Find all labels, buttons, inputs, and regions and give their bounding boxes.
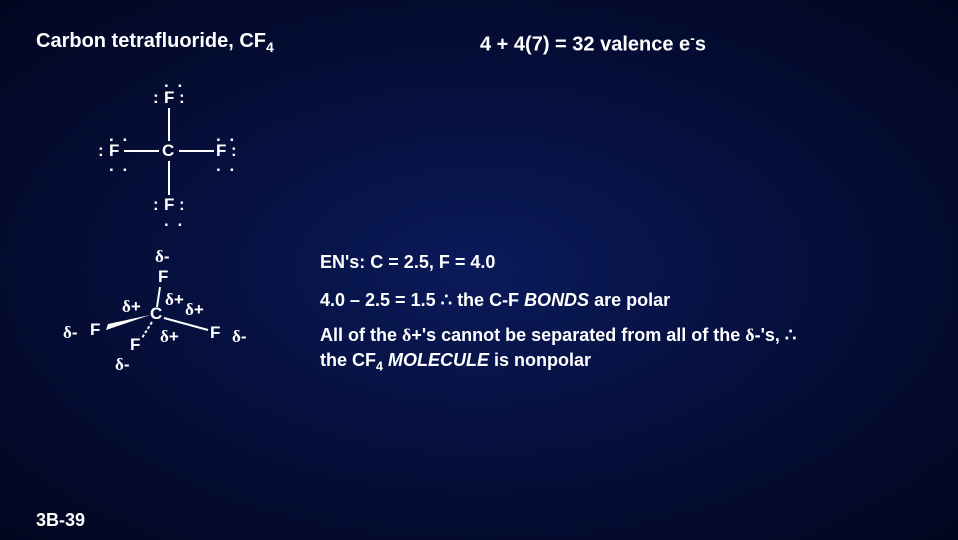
valence-text: 4 + 4(7) = 32 valence e xyxy=(480,34,690,56)
diff-b: the C-F xyxy=(452,290,524,310)
polar-F-bot: F xyxy=(130,335,140,355)
lewis-C: C xyxy=(162,141,174,161)
polar-F-top: F xyxy=(158,267,168,287)
lewis-left-dots-b: . . xyxy=(109,156,129,176)
compound-title: Carbon tetrafluoride, CF4 xyxy=(36,30,274,55)
en-values: EN's: C = 2.5, F = 4.0 xyxy=(320,252,495,273)
all-a: All of the xyxy=(320,325,402,345)
polar-F-left: F xyxy=(90,320,100,340)
valence-tail: s xyxy=(695,34,706,56)
polar-dminus-left: δ- xyxy=(63,323,78,343)
therefore-1: ∴ xyxy=(441,290,452,310)
diff-c: are polar xyxy=(589,290,670,310)
valence-count: 4 + 4(7) = 32 valence e-s xyxy=(480,30,706,57)
mol-a: the CF xyxy=(320,350,376,370)
diff-a: 4.0 – 2.5 = 1.5 xyxy=(320,290,441,310)
p1: + xyxy=(411,325,422,345)
lewis-right-dots-b: . . xyxy=(216,156,236,176)
molecule-word: MOLECULE xyxy=(388,350,489,370)
slide-number: 3B-39 xyxy=(36,510,85,531)
polar-dminus-bot: δ- xyxy=(115,355,130,375)
en-diff-line: 4.0 – 2.5 = 1.5 ∴ the C-F BONDS are pola… xyxy=(320,290,670,311)
polar-dminus-top: δ- xyxy=(155,247,170,267)
polar-dplus-4: δ+ xyxy=(160,327,179,347)
lewis-top-colon-r: : xyxy=(179,88,185,108)
lewis-bot-dots: . . xyxy=(164,211,184,231)
lewis-bot-colon-l: : xyxy=(153,195,159,215)
polar-dminus-right: δ- xyxy=(232,327,247,347)
polar-dplus-1: δ+ xyxy=(122,297,141,317)
polar-F-right: F xyxy=(210,323,220,343)
all-line: All of the δ+'s cannot be separated from… xyxy=(320,325,796,346)
d1: δ xyxy=(402,325,411,345)
lewis-top-F: F xyxy=(164,88,174,108)
therefore-2: ∴ xyxy=(785,325,796,345)
polar-dplus-3: δ+ xyxy=(185,300,204,320)
polar-C: C xyxy=(150,304,162,324)
mol-line: the CF4 MOLECULE is nonpolar xyxy=(320,350,591,374)
d2: δ xyxy=(745,325,754,345)
compound-sub: 4 xyxy=(266,39,274,55)
bonds-word: BONDS xyxy=(524,290,589,310)
all-c: 's, xyxy=(761,325,785,345)
lewis-top-colon-l: : xyxy=(153,88,159,108)
polar-dplus-2: δ+ xyxy=(165,290,184,310)
mol-sub: 4 xyxy=(376,360,383,374)
compound-name: Carbon tetrafluoride, CF xyxy=(36,30,266,52)
lewis-left-colon: : xyxy=(98,141,104,161)
all-b: 's cannot be separated from all of the xyxy=(422,325,745,345)
mol-c: is nonpolar xyxy=(489,350,591,370)
